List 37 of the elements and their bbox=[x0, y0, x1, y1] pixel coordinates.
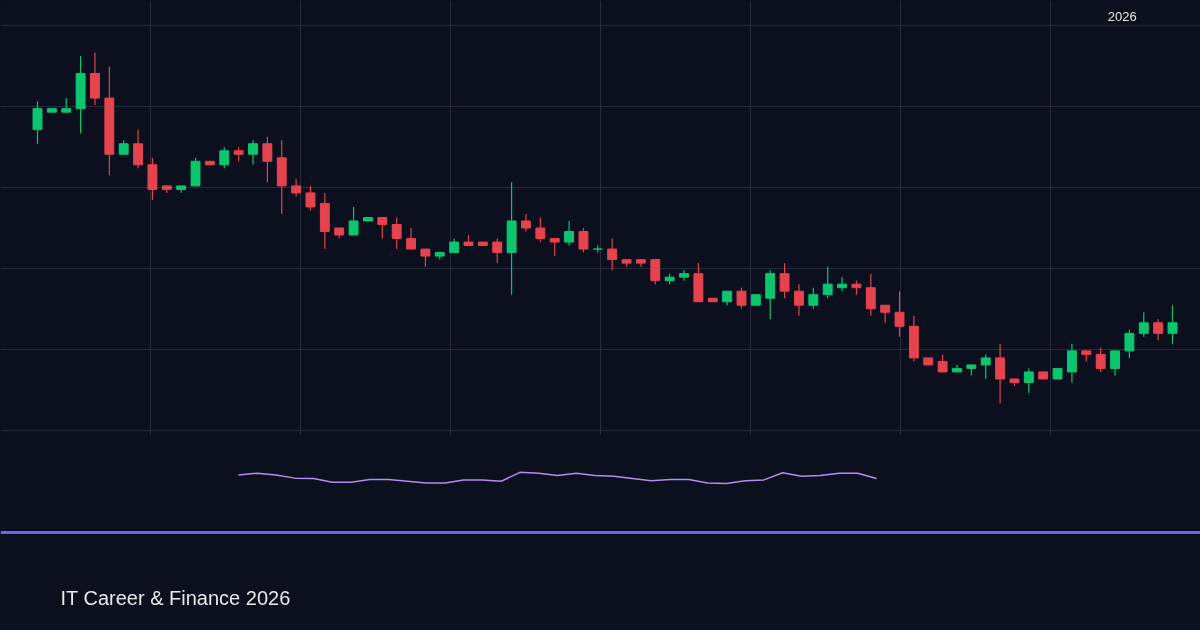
candlestick bbox=[406, 227, 416, 250]
candlestick bbox=[1023, 367, 1034, 394]
candlestick bbox=[32, 101, 43, 145]
candlestick bbox=[1066, 343, 1077, 384]
candlestick bbox=[736, 287, 747, 310]
text: 2026 bbox=[1107, 8, 1137, 24]
candlestick bbox=[679, 269, 689, 282]
candlestick bbox=[607, 237, 618, 271]
candlestick bbox=[865, 273, 876, 317]
candlestick bbox=[779, 262, 790, 299]
candlestick bbox=[822, 266, 833, 299]
candlestick bbox=[377, 216, 388, 240]
candlestick bbox=[1110, 350, 1120, 377]
candlestick bbox=[1095, 346, 1106, 373]
candlestick bbox=[995, 343, 1006, 405]
candlestick bbox=[837, 276, 848, 292]
candlestick bbox=[650, 259, 661, 285]
candlestick bbox=[794, 283, 804, 317]
candlestick bbox=[391, 216, 402, 250]
candlestick bbox=[1153, 318, 1164, 341]
candlestick bbox=[808, 287, 819, 310]
candlestick bbox=[262, 136, 273, 183]
candlestick bbox=[578, 227, 589, 254]
candlestick bbox=[348, 206, 359, 236]
candlestick bbox=[1138, 311, 1149, 338]
candlestick bbox=[535, 216, 546, 243]
candlestick bbox=[894, 290, 905, 338]
candlestick bbox=[1167, 304, 1178, 345]
candlestick bbox=[564, 220, 575, 247]
candlestick bbox=[305, 185, 316, 212]
candlestick bbox=[133, 129, 144, 169]
candlestick bbox=[1124, 329, 1135, 359]
text: IT Career & Finance 2026 bbox=[60, 586, 291, 609]
candlestick bbox=[248, 139, 258, 166]
candlestick bbox=[980, 353, 991, 380]
candlestick bbox=[492, 237, 503, 264]
candlestick bbox=[219, 146, 230, 169]
